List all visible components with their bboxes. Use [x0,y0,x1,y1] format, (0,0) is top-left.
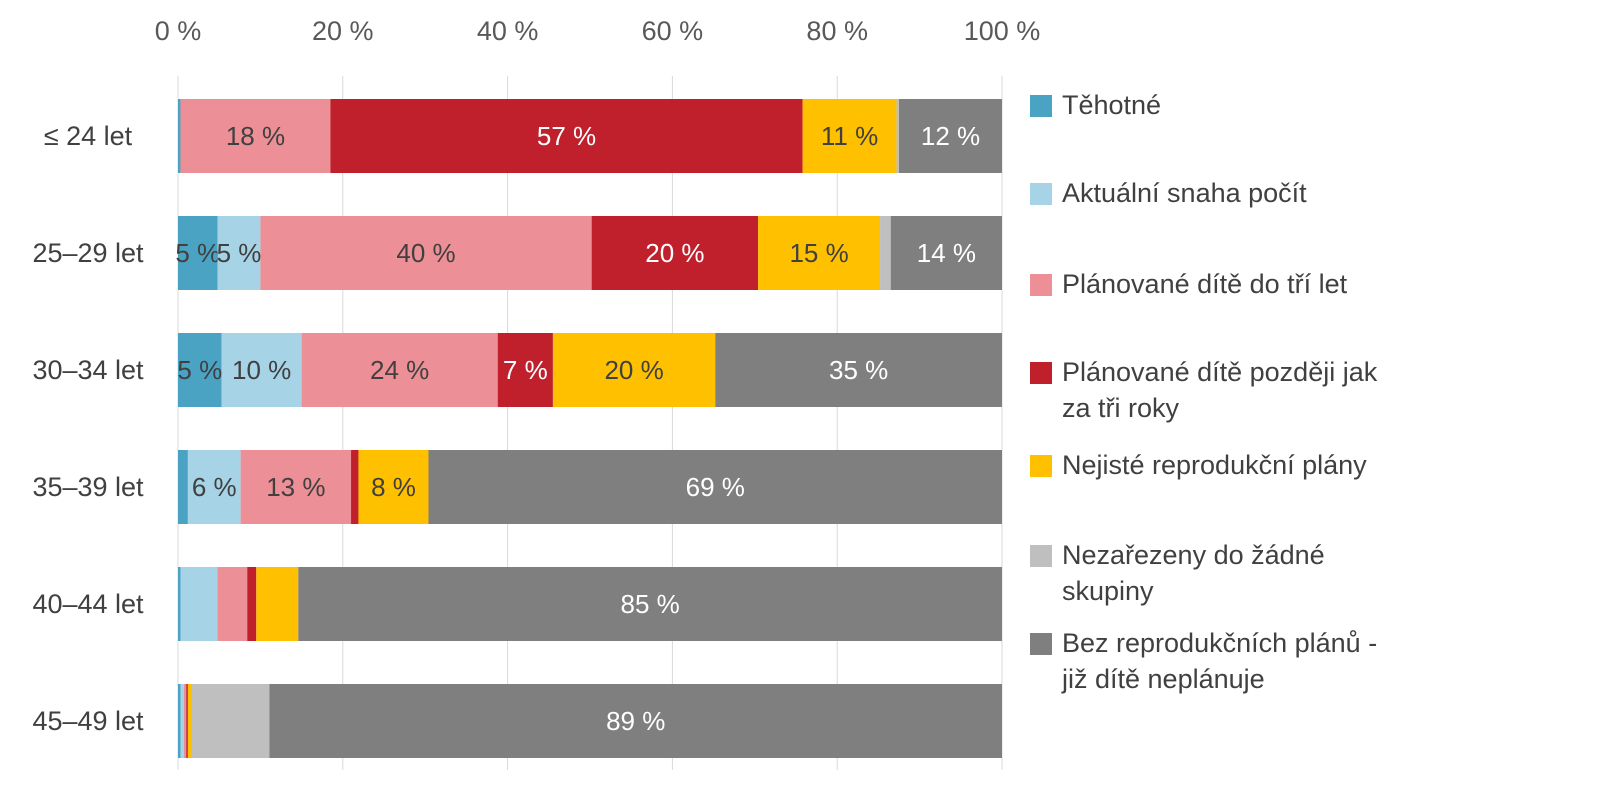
data-label: 69 % [686,472,745,502]
category-label: 35–39 let [32,472,144,502]
bar-segment [187,684,193,758]
bar-segment [178,567,181,641]
data-label: 7 % [503,355,548,385]
data-label: 40 % [396,238,455,268]
bar-segment [497,333,553,407]
bar-segment [269,684,1002,758]
legend-swatch [1030,545,1052,567]
bar-segment [880,216,891,290]
legend-label: Těhotné [1062,90,1161,120]
bar-segment [899,99,1002,173]
x-tick-label: 20 % [312,16,374,46]
data-label: 10 % [232,355,291,385]
data-label: 5 % [177,355,222,385]
data-label: 8 % [371,472,416,502]
data-label: 85 % [621,589,680,619]
bar-segment [180,684,184,758]
bar-segment [552,333,716,407]
category-label: 45–49 let [32,706,144,736]
bar-segment [240,450,352,524]
bar-segment [358,450,429,524]
bar-segment [256,567,299,641]
data-label: 13 % [266,472,325,502]
data-label: 15 % [789,238,848,268]
bar-segment [330,99,803,173]
bar-segment [180,99,331,173]
x-tick-label: 80 % [806,16,868,46]
data-label: 12 % [921,121,980,151]
bar-segment [260,216,592,290]
bar-segment [298,567,1003,641]
category-label: 40–44 let [32,589,144,619]
bar-segment [890,216,1002,290]
bar-segment [178,450,188,524]
bar-segment [192,684,270,758]
data-label: 20 % [604,355,663,385]
bar-segment [301,333,498,407]
legend-swatch [1030,362,1052,384]
category-label: 25–29 let [32,238,144,268]
data-label: 5 % [175,238,220,268]
data-label: 35 % [829,355,888,385]
category-label: ≤ 24 let [44,121,133,151]
data-label: 89 % [606,706,665,736]
legend-swatch [1030,95,1052,117]
bar-segment [187,450,241,524]
bar-segment [896,99,899,173]
x-tick-label: 100 % [964,16,1041,46]
bar-segment [217,216,261,290]
legend-swatch [1030,633,1052,655]
category-label: 30–34 let [32,355,144,385]
bar-segment [758,216,881,290]
data-label: 24 % [370,355,429,385]
data-label: 5 % [217,238,262,268]
bar-segment [183,684,187,758]
bar-segment [217,567,248,641]
data-label: 20 % [645,238,704,268]
legend-label: Plánované dítě později jak za tři roky [1062,357,1378,423]
bar-segment [178,684,181,758]
legend-label: Nezařezeny do žádné skupiny [1062,540,1325,606]
data-label: 6 % [192,472,237,502]
bar-segment [715,333,1002,407]
legend-label: Plánované dítě do tří let [1062,269,1348,299]
legend-label: Aktuální snaha počít [1062,178,1307,208]
data-label: 18 % [226,121,285,151]
bar-segment [186,684,188,758]
data-label: 14 % [917,238,976,268]
bar-segment [180,567,218,641]
legend-swatch [1030,274,1052,296]
x-tick-label: 0 % [155,16,202,46]
x-tick-label: 40 % [477,16,539,46]
bar-segment [351,450,359,524]
bar-segment [428,450,1003,524]
bar-segment [802,99,897,173]
legend-swatch [1030,183,1052,205]
data-label: 11 % [821,121,878,151]
bar-segment [178,216,218,290]
bar-segment [247,567,257,641]
bar-segment [178,99,181,173]
x-tick-label: 60 % [642,16,704,46]
legend-label: Nejisté reprodukční plány [1062,450,1367,480]
data-label: 57 % [537,121,596,151]
bar-segment [591,216,759,290]
legend-label: Bez reprodukčních plánů -již dítě neplán… [1061,628,1377,694]
bar-segment [221,333,302,407]
legend-swatch [1030,455,1052,477]
bar-segment [178,333,222,407]
